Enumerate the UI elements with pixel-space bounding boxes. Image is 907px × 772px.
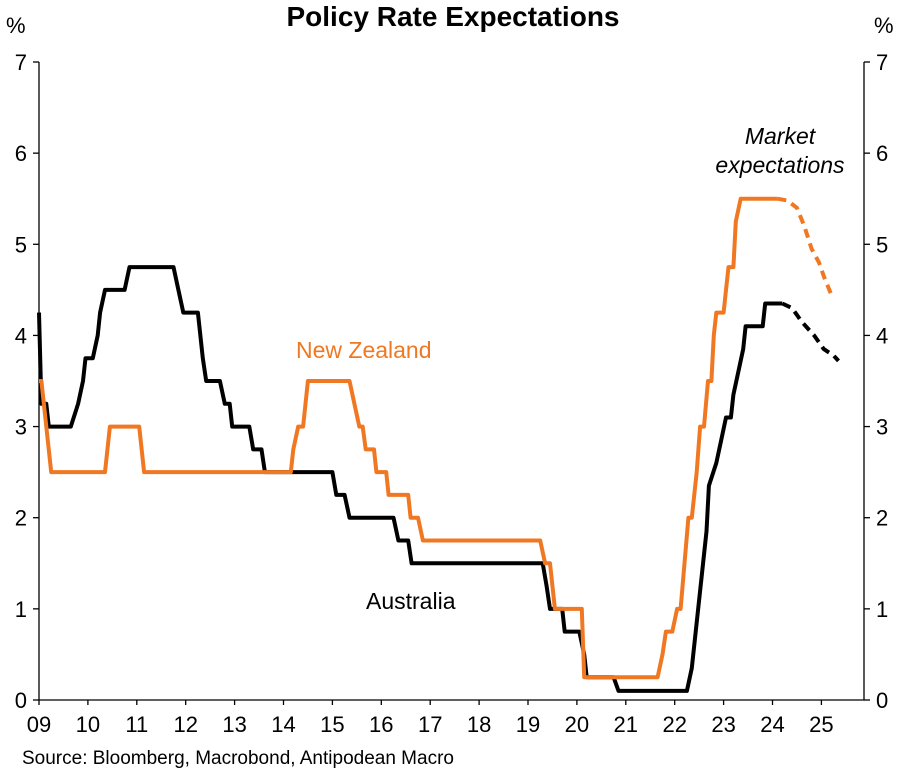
x-tick-label: 16: [369, 712, 393, 737]
y-tick-label-left: 1: [15, 597, 27, 622]
y-tick-label-right: 0: [876, 688, 888, 713]
x-tick-label: 21: [614, 712, 638, 737]
y-tick-label-left: 0: [15, 688, 27, 713]
series-label-australia: Australia: [366, 588, 456, 614]
y-tick-label-right: 4: [876, 323, 888, 348]
x-tick-label: 12: [173, 712, 197, 737]
x-tick-label: 11: [125, 712, 148, 737]
series-line-new-zealand: [39, 196, 778, 680]
y-unit-left: %: [6, 13, 26, 38]
y-tick-label-right: 3: [876, 415, 888, 440]
source-note: Source: Bloomberg, Macrobond, Antipodean…: [22, 748, 454, 769]
y-tick-label-right: 2: [876, 506, 888, 531]
x-tick-label: 13: [222, 712, 246, 737]
series-label-new-zealand: New Zealand: [296, 337, 432, 363]
y-tick-label-right: 6: [876, 141, 888, 166]
x-tick-label: 17: [418, 712, 442, 737]
x-tick-label: 19: [516, 712, 540, 737]
x-tick-label: 22: [662, 712, 686, 737]
y-tick-label-left: 2: [15, 506, 27, 531]
x-tick-label: 10: [76, 712, 100, 737]
y-tick-label-right: 7: [876, 50, 888, 75]
y-tick-label-left: 6: [15, 141, 27, 166]
axes: 0 01 12 23 34 45 56 67 709 10 11 12 13 14 15 16 17 18 19 20…: [15, 50, 889, 737]
series-expectations-australia: [781, 301, 840, 363]
x-tick-label: 20: [565, 712, 589, 737]
annotation-market: Market: [745, 123, 817, 149]
chart-title: Policy Rate Expectations: [286, 1, 619, 32]
x-tick-label: 18: [467, 712, 491, 737]
y-unit-right: %: [874, 13, 894, 38]
series-expectations-new-zealand: [777, 196, 834, 296]
x-tick-label: 23: [711, 712, 735, 737]
x-tick-label: 14: [271, 712, 295, 737]
y-tick-label-right: 5: [876, 232, 888, 257]
x-tick-label: 24: [760, 712, 784, 737]
annotation-expectations: expectations: [715, 152, 845, 178]
y-tick-label-right: 1: [876, 597, 888, 622]
x-tick-label: 15: [320, 712, 344, 737]
y-tick-label-left: 3: [15, 415, 27, 440]
y-tick-label-left: 5: [15, 232, 27, 257]
x-tick-label: 25: [809, 712, 833, 737]
x-tick-label: 09: [27, 712, 51, 737]
series-line-australia: [37, 265, 783, 693]
y-tick-label-left: 4: [15, 323, 27, 348]
y-tick-label-left: 7: [15, 50, 27, 75]
series-layer: [37, 196, 840, 693]
